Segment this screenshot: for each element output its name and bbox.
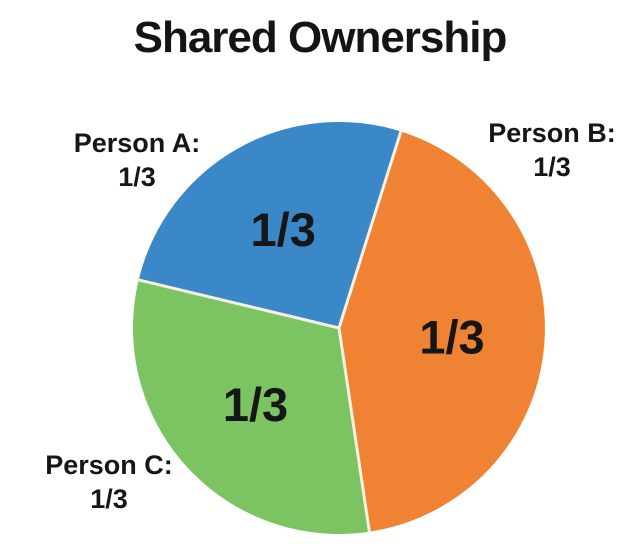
slice-value-label-person-b: 1/3 bbox=[419, 310, 484, 363]
chart-title: Shared Ownership bbox=[133, 13, 508, 62]
callout-person-b-value: 1/3 bbox=[533, 152, 571, 182]
callout-person-c-value: 1/3 bbox=[90, 484, 128, 514]
slice-value-label-person-c: 1/3 bbox=[223, 378, 288, 431]
callout-person-a-value: 1/3 bbox=[118, 162, 156, 192]
callout-person-a-name: Person A: bbox=[73, 128, 201, 158]
pie-slice-person-a bbox=[138, 121, 401, 328]
slice-value-label-person-a: 1/3 bbox=[251, 203, 316, 256]
callout-person-c: Person C: 1/3 bbox=[0, 448, 219, 516]
callout-person-b-name: Person B: bbox=[488, 118, 616, 148]
slice-separator-line bbox=[337, 130, 403, 330]
callout-person-b: Person B: 1/3 bbox=[442, 116, 640, 184]
pie-slice-person-c bbox=[133, 279, 370, 534]
callout-person-c-name: Person C: bbox=[45, 450, 173, 480]
pie-slice-person-b bbox=[339, 131, 545, 532]
callout-person-a: Person A: 1/3 bbox=[27, 126, 247, 194]
slice-separator-line bbox=[337, 326, 371, 534]
slice-separator-line bbox=[137, 278, 341, 330]
